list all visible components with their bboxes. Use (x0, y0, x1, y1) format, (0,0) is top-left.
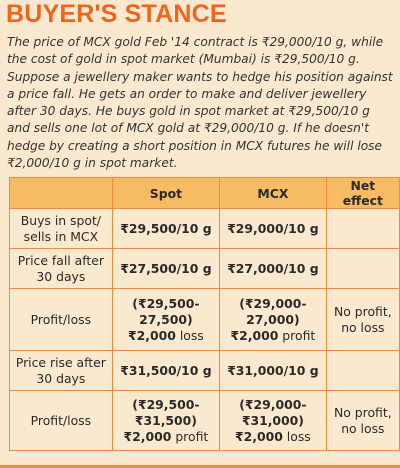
mcx-calc-result: ₹2,000 profit (224, 328, 322, 344)
spot-cell: (₹29,500- 27,500) ₹2,000 loss (111, 288, 221, 351)
net-effect-cell: No profit, no loss (325, 288, 400, 351)
mcx-calc-line2: 27,000) (246, 311, 300, 327)
net-effect-cell: No profit, no loss (325, 390, 400, 451)
mcx-calc-line1: (₹29,000- (239, 396, 307, 412)
mcx-result-word: loss (282, 428, 311, 444)
spot-calc-result: ₹2,000 profit (117, 429, 215, 445)
mcx-cell: (₹29,000- ₹31,000) ₹2,000 loss (219, 390, 327, 451)
mcx-calc-line1: (₹29,000- (239, 295, 307, 311)
mcx-cell: (₹29,000- 27,000) ₹2,000 profit (219, 288, 327, 351)
spot-result-word: loss (175, 327, 204, 343)
intro-paragraph: The price of MCX gold Feb '14 contract i… (7, 35, 393, 171)
hedging-table: Spot MCX Net effect Buys in spot/ sells … (9, 177, 400, 451)
spot-result-amount: ₹2,000 (128, 327, 176, 343)
mcx-calc-result: ₹2,000 loss (224, 429, 322, 445)
spot-cell: (₹29,500- ₹31,500) ₹2,000 profit (111, 390, 221, 451)
spot-cell: ₹27,500/10 g (111, 248, 221, 289)
spot-calc-line1: (₹29,500- (132, 295, 200, 311)
table-row: Buys in spot/ sells in MCX ₹29,500/10 g … (9, 208, 400, 249)
bottom-rule (0, 465, 400, 468)
spot-calc-result: ₹2,000 loss (117, 328, 215, 344)
spot-cell: ₹29,500/10 g (111, 208, 221, 249)
row-label: Profit/loss (9, 390, 113, 451)
spot-calc-line2: ₹31,500) (134, 412, 197, 428)
net-effect-cell (325, 350, 400, 391)
spot-result-amount: ₹2,000 (123, 428, 172, 444)
table-header-row: Spot MCX Net effect (9, 177, 400, 209)
table-row: Price fall after 30 days ₹27,500/10 g ₹2… (9, 248, 400, 289)
mcx-cell: ₹29,000/10 g (219, 208, 327, 249)
table-row: Price rise after 30 days ₹31,500/10 g ₹3… (9, 350, 400, 391)
page-title: BUYER'S STANCE (6, 0, 227, 28)
net-effect-cell (325, 248, 400, 289)
header-net-effect: Net effect (325, 177, 400, 209)
spot-result-word: profit (171, 428, 209, 444)
row-label: Profit/loss (9, 288, 113, 351)
header-empty (9, 177, 113, 209)
net-effect-cell (325, 208, 400, 249)
mcx-result-amount: ₹2,000 (235, 428, 283, 444)
header-mcx: MCX (219, 177, 327, 209)
mcx-calc-line2: ₹31,000) (241, 412, 304, 428)
row-label: Price rise after 30 days (9, 350, 113, 391)
spot-calc-line2: 27,500) (139, 311, 193, 327)
header-spot: Spot (111, 177, 221, 209)
mcx-result-amount: ₹2,000 (230, 327, 279, 343)
mcx-result-word: profit (278, 327, 316, 343)
row-label: Buys in spot/ sells in MCX (9, 208, 113, 249)
spot-calc-line1: (₹29,500- (132, 396, 200, 412)
spot-cell: ₹31,500/10 g (111, 350, 221, 391)
mcx-cell: ₹27,000/10 g (219, 248, 327, 289)
table-row: Profit/loss (₹29,500- 27,500) ₹2,000 los… (9, 288, 400, 351)
table-row: Profit/loss (₹29,500- ₹31,500) ₹2,000 pr… (9, 390, 400, 451)
row-label: Price fall after 30 days (9, 248, 113, 289)
mcx-cell: ₹31,000/10 g (219, 350, 327, 391)
